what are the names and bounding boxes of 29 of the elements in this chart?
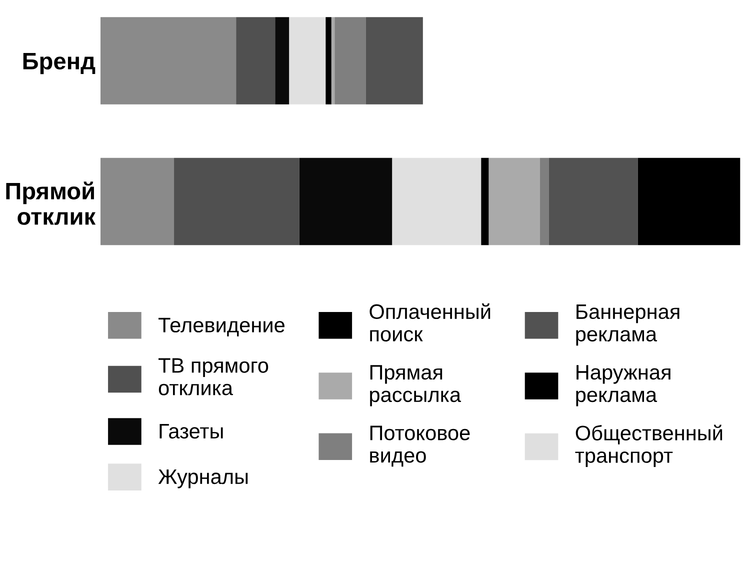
bar — [366, 17, 423, 104]
legend-label: Потоковое видео — [370, 426, 470, 467]
bar — [100, 158, 174, 246]
bar — [275, 17, 290, 104]
legend-label: Общественный транспорт — [575, 424, 722, 468]
legend-label: Журналы — [158, 470, 248, 488]
bar — [299, 158, 392, 246]
legend-label: Наружная реклама — [576, 365, 670, 406]
bar — [174, 158, 300, 246]
legend-label: Оплаченный поиск — [370, 303, 490, 342]
bar — [236, 17, 276, 104]
y-tick-label: Бренд — [23, 53, 96, 74]
bar — [392, 158, 482, 246]
bar — [481, 158, 489, 246]
bar — [331, 17, 335, 104]
bar — [100, 17, 236, 104]
bar — [548, 158, 638, 246]
legend-label: Телевидение — [158, 318, 284, 336]
bar — [638, 158, 740, 246]
legend-label: Баннерная реклама — [576, 304, 680, 346]
legend-label: ТВ прямого отклика — [158, 358, 268, 396]
y-tick-label: Прямой отклик — [6, 182, 96, 225]
bar — [326, 17, 332, 104]
legend-label: Прямая рассылка — [370, 365, 462, 406]
bar — [540, 158, 549, 246]
bar — [334, 17, 366, 104]
legend-label: Газеты — [160, 424, 223, 439]
bar — [488, 158, 540, 246]
bar — [289, 17, 326, 104]
